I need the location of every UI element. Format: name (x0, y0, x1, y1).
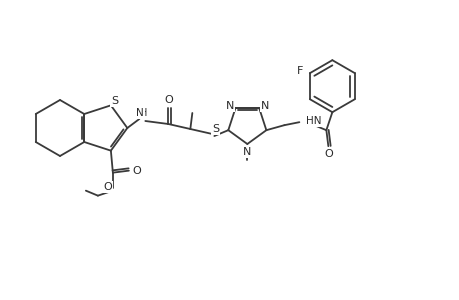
Text: N: N (260, 101, 269, 111)
Text: N: N (243, 147, 251, 157)
Text: H: H (140, 108, 147, 118)
Text: O: O (163, 95, 172, 105)
Text: N: N (136, 108, 144, 118)
Text: O: O (323, 149, 332, 159)
Text: F: F (296, 66, 302, 76)
Text: S: S (211, 124, 218, 134)
Text: HN: HN (306, 116, 321, 126)
Text: O: O (132, 166, 141, 176)
Text: N: N (225, 101, 233, 111)
Text: S: S (111, 96, 118, 106)
Text: O: O (103, 182, 112, 192)
